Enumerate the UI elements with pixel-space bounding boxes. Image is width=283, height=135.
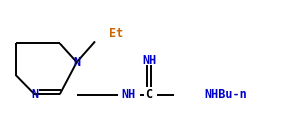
Text: Et: Et — [109, 27, 123, 40]
Text: C: C — [145, 88, 152, 101]
Text: NH: NH — [122, 88, 136, 101]
Text: NH: NH — [142, 54, 156, 67]
Text: N: N — [31, 88, 38, 101]
Text: N: N — [73, 56, 80, 69]
Text: NHBu-n: NHBu-n — [205, 88, 247, 101]
